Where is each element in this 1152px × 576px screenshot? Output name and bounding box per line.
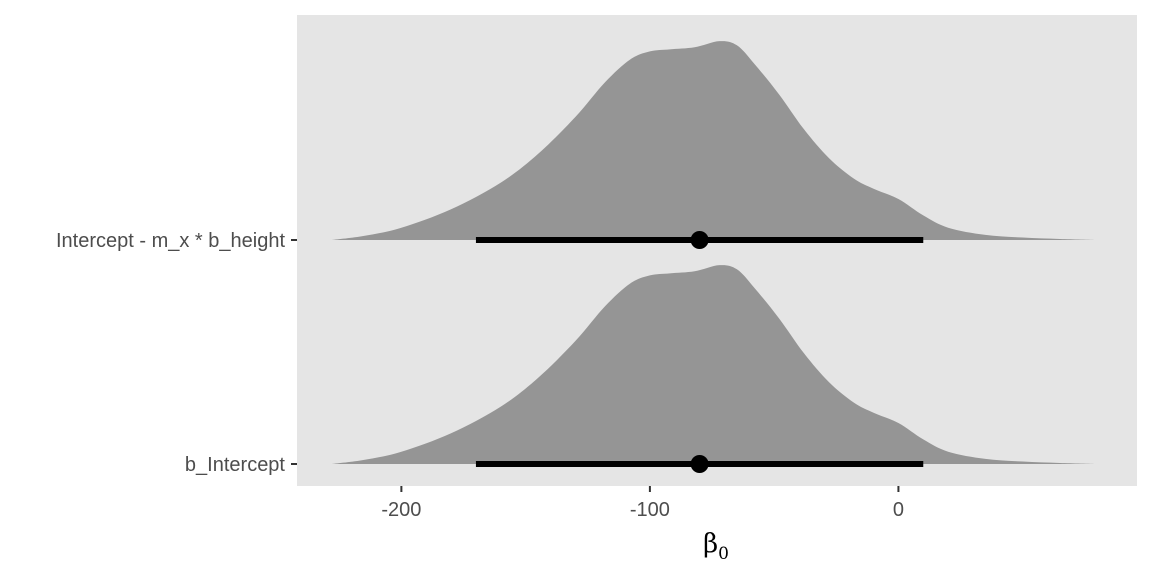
density-1 <box>331 41 1098 240</box>
x-axis: -200 -100 0 <box>381 486 904 521</box>
density-2 <box>331 265 1098 464</box>
x-axis-title: β0 <box>703 529 729 564</box>
y-tick-label-1: Intercept - m_x * b_height <box>56 230 285 252</box>
interval-layer <box>475 231 924 473</box>
point-estimate-1 <box>690 231 709 249</box>
density-layer <box>331 41 1098 464</box>
point-estimate-2 <box>690 455 709 473</box>
x-tick-label-3: 0 <box>893 499 904 521</box>
y-axis: Intercept - m_x * b_height b_Intercept <box>56 230 297 476</box>
y-tick-label-2: b_Intercept <box>185 454 286 476</box>
x-tick-label-2: -100 <box>630 499 670 521</box>
x-tick-label-1: -200 <box>381 499 421 521</box>
